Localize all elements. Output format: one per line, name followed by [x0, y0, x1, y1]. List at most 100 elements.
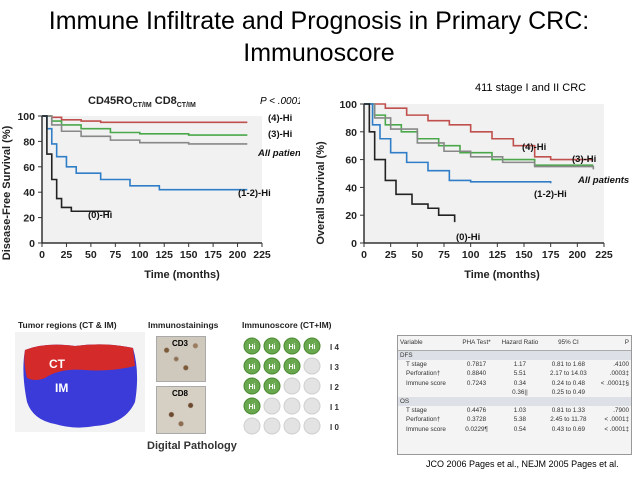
dfs-ytick-label: 0 [29, 238, 35, 250]
cd3-stain-image: CD3 [156, 336, 206, 382]
table-header-cell: PHA Test* [457, 336, 496, 351]
tumor-regions-title: Tumor regions (CT & IM) [18, 320, 117, 330]
immunoscore-dot [263, 377, 281, 395]
os-ytick-label: 80 [345, 127, 357, 139]
table-cell: 1.17 [513, 361, 527, 369]
table-cell [495, 350, 545, 361]
os-ylabel: Overall Survival (%) [315, 141, 327, 245]
table-cell: .0003‡ [609, 370, 629, 378]
immunoscore-dot [303, 337, 321, 355]
table-cell: 0.34 [513, 379, 527, 387]
dfs-ytick-label: 60 [23, 162, 35, 174]
os-xtick-label: 100 [462, 249, 480, 261]
dfs-ytick-label: 20 [23, 213, 35, 225]
score-level-label: I 1 [330, 403, 339, 412]
os-xlabel: Time (months) [464, 269, 540, 281]
hi-label: Hi [249, 344, 256, 351]
table-cell: 0.81 to 1.68 [551, 361, 586, 369]
dfs-xtick-label: 25 [61, 249, 73, 261]
dfs-xtick-label: 50 [85, 249, 97, 261]
score-level-label: I 4 [330, 343, 339, 352]
table-row: DFS [398, 350, 631, 361]
table-cell: 0.7243 [466, 379, 487, 387]
table-cell: 2.17 to 14.03 [550, 370, 587, 378]
hi-label: Hi [249, 404, 256, 411]
dfs-xtick-label: 100 [131, 249, 149, 261]
hi-label: Hi [269, 344, 276, 351]
table-cell: 2.45 to 11.78 [550, 416, 587, 424]
table-cell: 0.7817 [466, 361, 487, 369]
os-series-line [364, 103, 594, 166]
table-cell: 5.38 [513, 416, 527, 424]
table-cell: < .0001‡§ [600, 379, 629, 387]
os-series-label: (0)-Hi [456, 232, 480, 243]
table-row: Perforation† 0.8840 5.51 2.17 to 14.03 .0003… [398, 369, 631, 378]
table-cell [592, 397, 631, 407]
hi-label: Hi [269, 364, 276, 371]
os-xtick-label: 225 [595, 249, 613, 261]
dfs-chart: CD45ROCT/IM CD8CT/IM P < .0001 0 20 40 60 80… [1, 95, 300, 281]
dfs-series-line [42, 115, 248, 191]
os-ytick-label: 40 [345, 182, 357, 194]
table-cell: Immune score [406, 425, 446, 433]
table-cell [544, 350, 593, 361]
table-cell: Perforation† [406, 416, 441, 424]
immunoscore-dot [243, 337, 261, 355]
ct-label: CT [49, 357, 66, 371]
dfs-xlabel: Time (months) [144, 269, 220, 281]
immunoscore-title: Immunoscore (CT+IM) [242, 320, 332, 330]
table-cell [592, 350, 631, 361]
hi-label: Hi [309, 344, 316, 351]
os-chart: 0 20 40 60 80 100 0 25 50 75 100 125 150 175 200 225 (4)… [315, 99, 629, 281]
dfs-series-line [42, 115, 248, 145]
immunoscore-dot [283, 337, 301, 355]
dfs-series-label: (4)-Hi [268, 113, 292, 124]
hi-label: Hi [289, 344, 296, 351]
os-series-line [364, 103, 456, 223]
table-cell: 0.36|| [512, 388, 528, 396]
immunoscore-dot [303, 397, 321, 415]
table-cell [593, 388, 631, 397]
os-series-line [364, 103, 594, 161]
os-series-line [364, 103, 552, 184]
immunoscore-grid: Hi Hi Hi Hi I 4 Hi Hi Hi I 3 Hi Hi I 2 Hi I 1 I 0 [243, 337, 339, 435]
table-cell [457, 397, 496, 407]
dfs-xtick-label: 175 [204, 249, 222, 261]
os-xtick-label: 50 [411, 249, 423, 261]
os-series-label: (1-2)-Hi [534, 189, 567, 200]
immunoscore-dot [283, 357, 301, 375]
os-ytick-label: 60 [345, 155, 357, 167]
table-cell [495, 397, 545, 407]
immunoscore-dot [303, 357, 321, 375]
hi-label: Hi [249, 384, 256, 391]
dfs-xtick-label: 125 [155, 249, 173, 261]
dfs-xtick-label: 200 [229, 249, 247, 261]
table-cell: 0.81 to 1.33 [551, 407, 586, 415]
dfs-xtick-label: 0 [39, 249, 45, 261]
page-title-line1: Immune Infiltrate and Prognosis in Prima… [48, 7, 590, 35]
tumor-regions-figure: CT IM [15, 332, 145, 432]
cd8-stain-image: CD8 [156, 386, 206, 434]
table-header-cell: P [592, 336, 631, 351]
hi-label: Hi [289, 364, 296, 371]
table-cell: 0.4476 [466, 407, 487, 415]
dfs-chart-header: CD45ROCT/IM CD8CT/IM [88, 95, 196, 109]
table-cell: Perforation† [406, 370, 441, 378]
score-level-label: I 3 [330, 363, 339, 372]
table-cell [398, 388, 457, 397]
table-cell: Immune score [406, 379, 446, 387]
dfs-series-label: (1-2)-Hi [238, 188, 271, 199]
dfs-series-line [42, 115, 111, 213]
os-ytick-label: 20 [345, 210, 357, 222]
os-series-label: (3)-Hi [572, 154, 596, 165]
dfs-xtick-label: 75 [109, 249, 121, 261]
table-cell: OS [398, 397, 458, 407]
table-cell: 0.54 [513, 425, 527, 433]
table-cell: 5.51 [513, 370, 527, 378]
os-xtick-label: 0 [361, 249, 367, 261]
os-xtick-label: 75 [438, 249, 450, 261]
os-ytick-label: 0 [351, 238, 357, 250]
table-row: Immune score 0.7243 0.34 0.24 to 0.48 < .000… [398, 379, 631, 388]
table-cell: DFS [398, 350, 458, 361]
table-row: T stage 0.7817 1.17 0.81 to 1.68 .4100 [398, 360, 631, 369]
